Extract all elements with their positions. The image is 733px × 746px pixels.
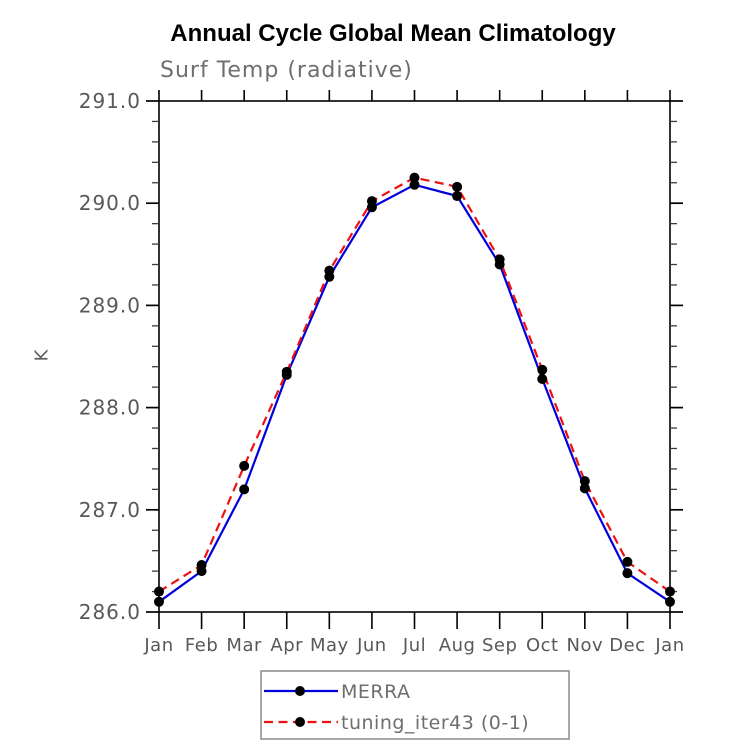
y-axis-unit-label: K bbox=[31, 349, 53, 362]
data-point bbox=[239, 484, 250, 495]
y-tick-label: 287.0 bbox=[79, 498, 141, 522]
data-point bbox=[154, 586, 164, 597]
y-tick-label: 291.0 bbox=[79, 89, 141, 113]
chart-subtitle: Surf Temp (radiative) bbox=[160, 58, 413, 83]
data-point bbox=[579, 476, 590, 487]
x-tick-label: Jan bbox=[143, 635, 173, 656]
legend-label: tuning_iter43 (0-1) bbox=[341, 712, 529, 734]
legend-label: MERRA bbox=[341, 681, 411, 703]
y-tick-label: 286.0 bbox=[79, 600, 141, 624]
data-point bbox=[452, 191, 463, 202]
series-line-merra bbox=[158, 183, 671, 603]
chart-title: Annual Cycle Global Mean Climatology bbox=[170, 20, 616, 47]
y-tick-label: 289.0 bbox=[79, 293, 141, 317]
data-point bbox=[196, 559, 207, 570]
x-tick-label: Apr bbox=[270, 635, 303, 656]
legend-box bbox=[260, 670, 570, 740]
data-point bbox=[537, 364, 548, 375]
x-tick-label: Oct bbox=[526, 635, 559, 656]
x-tick-label: Sep bbox=[482, 635, 517, 656]
x-tick-label: Nov bbox=[567, 635, 604, 656]
data-point bbox=[622, 556, 633, 567]
data-point bbox=[452, 181, 463, 192]
data-point bbox=[324, 265, 335, 276]
data-point bbox=[281, 366, 292, 377]
data-point bbox=[409, 172, 420, 183]
data-point bbox=[494, 254, 505, 265]
x-tick-label: Jul bbox=[402, 635, 426, 656]
data-point bbox=[622, 568, 633, 579]
data-point bbox=[154, 596, 164, 607]
legend-marker bbox=[295, 686, 305, 696]
legend-marker bbox=[295, 717, 305, 727]
data-point bbox=[579, 483, 590, 494]
data-point bbox=[665, 596, 675, 607]
data-point bbox=[409, 179, 420, 190]
x-tick-label: Mar bbox=[226, 635, 262, 656]
y-tick-label: 290.0 bbox=[79, 191, 141, 215]
x-tick-label: Jun bbox=[356, 635, 387, 656]
x-tick-label: May bbox=[310, 635, 349, 656]
data-point bbox=[239, 460, 250, 471]
x-tick-label: Dec bbox=[609, 635, 645, 656]
data-point bbox=[537, 373, 548, 384]
series-line-tuning-iter43-0-1- bbox=[158, 176, 671, 593]
data-point bbox=[665, 586, 675, 597]
x-tick-label: Jan bbox=[654, 635, 684, 656]
y-tick-label: 288.0 bbox=[79, 396, 141, 420]
x-tick-label: Feb bbox=[185, 635, 218, 656]
data-point bbox=[366, 196, 377, 207]
x-tick-label: Aug bbox=[439, 635, 476, 656]
